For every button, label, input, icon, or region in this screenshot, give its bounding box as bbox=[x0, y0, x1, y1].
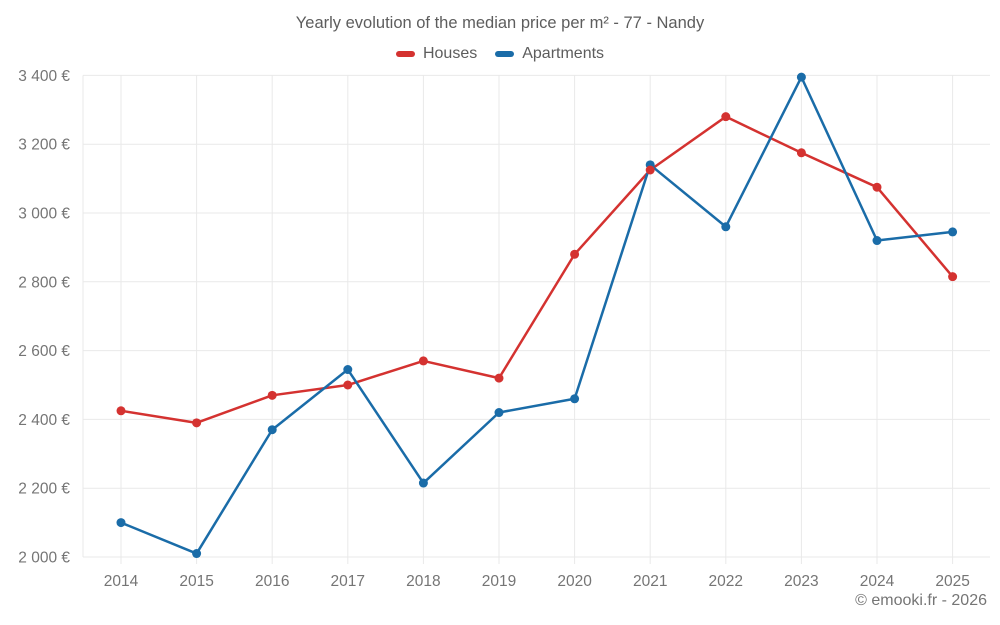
x-tick-label: 2024 bbox=[860, 573, 895, 590]
apartments-line bbox=[119, 75, 954, 555]
y-tick-label: 3 000 € bbox=[18, 206, 70, 223]
x-tick-label: 2015 bbox=[179, 573, 213, 590]
apartments-point-2015[interactable] bbox=[192, 549, 202, 559]
apartments-point-2016[interactable] bbox=[267, 425, 277, 435]
apartments-point-2019[interactable] bbox=[494, 408, 504, 418]
houses-point-2020[interactable] bbox=[570, 249, 580, 259]
x-tick-label: 2014 bbox=[104, 573, 139, 590]
houses-point-2021[interactable] bbox=[645, 165, 655, 175]
copyright: © emooki.fr - 2026 bbox=[855, 592, 987, 609]
y-tick-label: 3 200 € bbox=[18, 137, 70, 154]
apartments-point-2025[interactable] bbox=[948, 227, 958, 237]
houses-legend-marker-icon bbox=[395, 51, 415, 57]
x-tick-label: 2017 bbox=[331, 573, 365, 590]
y-tick-label: 2 600 € bbox=[18, 343, 70, 360]
x-tick-label: 2021 bbox=[633, 573, 667, 590]
apartments-point-2023[interactable] bbox=[796, 72, 806, 82]
x-tick-label: 2018 bbox=[406, 573, 440, 590]
apartments-point-2017[interactable] bbox=[343, 365, 353, 375]
x-tick-label: 2025 bbox=[935, 573, 969, 590]
y-tick-label: 2 000 € bbox=[18, 550, 70, 567]
y-tick-label: 3 400 € bbox=[18, 68, 70, 85]
chart-title: Yearly evolution of the median price per… bbox=[295, 14, 705, 32]
x-tick-label: 2016 bbox=[255, 573, 289, 590]
apartments-point-2020[interactable] bbox=[570, 394, 580, 404]
houses-point-2017[interactable] bbox=[343, 380, 353, 390]
x-tick-label: 2023 bbox=[784, 573, 818, 590]
legend: Houses Apartments bbox=[0, 45, 1000, 63]
apartments-point-2014[interactable] bbox=[116, 518, 126, 528]
houses-point-2023[interactable] bbox=[796, 148, 806, 158]
houses-legend-label: Houses bbox=[422, 45, 478, 62]
houses-point-2019[interactable] bbox=[494, 373, 504, 383]
y-tick-label: 2 400 € bbox=[18, 412, 70, 429]
apartments-point-2018[interactable] bbox=[418, 478, 428, 488]
legend-item-houses[interactable]: Houses bbox=[395, 45, 478, 63]
x-tick-label: 2019 bbox=[482, 573, 516, 590]
houses-point-2016[interactable] bbox=[267, 390, 277, 400]
apartments-legend-label: Apartments bbox=[522, 45, 605, 62]
y-tick-label: 2 200 € bbox=[18, 481, 70, 498]
houses-line bbox=[119, 115, 954, 425]
apartments-point-2022[interactable] bbox=[721, 222, 731, 232]
houses-point-2015[interactable] bbox=[192, 418, 202, 428]
houses-point-2018[interactable] bbox=[418, 356, 428, 366]
y-tick-label: 2 800 € bbox=[18, 274, 70, 291]
houses-point-2024[interactable] bbox=[872, 182, 882, 192]
x-tick-label: 2022 bbox=[709, 573, 743, 590]
legend-item-apartments[interactable]: Apartments bbox=[495, 45, 604, 63]
apartments-legend-marker-icon bbox=[495, 51, 515, 57]
houses-point-2014[interactable] bbox=[116, 406, 126, 416]
houses-point-2022[interactable] bbox=[721, 112, 731, 122]
houses-point-2025[interactable] bbox=[948, 272, 958, 282]
apartments-point-2024[interactable] bbox=[872, 236, 882, 246]
x-tick-label: 2020 bbox=[557, 573, 592, 590]
